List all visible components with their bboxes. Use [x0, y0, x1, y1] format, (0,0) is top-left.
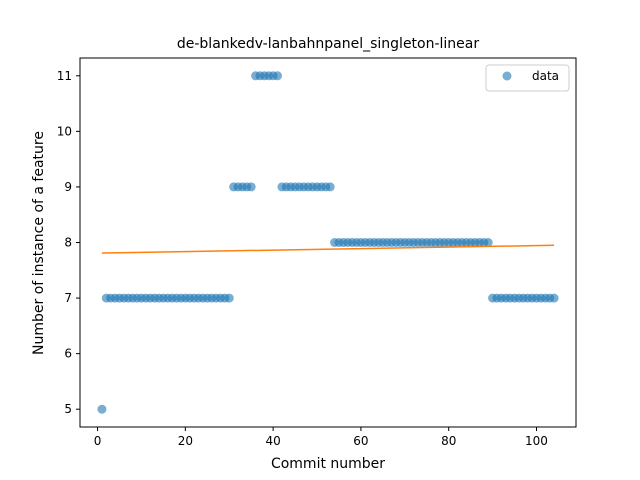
y-tick-label: 11: [57, 69, 72, 83]
data-point: [325, 182, 335, 192]
plot-area: [97, 71, 559, 414]
y-tick-label: 7: [64, 291, 72, 305]
y-tick-label: 6: [64, 347, 72, 361]
data-point: [224, 293, 234, 303]
x-tick-label: 40: [265, 434, 280, 448]
data-point: [246, 182, 256, 192]
data-point: [273, 71, 283, 81]
y-tick-label: 10: [57, 124, 72, 138]
x-tick-label: 0: [94, 434, 102, 448]
y-tick-label: 9: [64, 180, 72, 194]
data-point: [549, 293, 559, 303]
trend-line: [101, 244, 555, 254]
legend: data: [485, 64, 570, 92]
legend-label: data: [532, 69, 559, 83]
x-tick-label: 60: [353, 434, 368, 448]
y-axis-label: Number of instance of a feature: [31, 131, 47, 355]
legend-marker: [502, 71, 512, 81]
chart-title: de-blankedv-lanbahnpanel_singleton-linea…: [177, 36, 480, 52]
data-point: [483, 238, 493, 247]
x-tick-label: 80: [441, 434, 456, 448]
legend-box: [485, 64, 570, 92]
x-tick-label: 20: [178, 434, 193, 448]
y-tick-label: 8: [64, 236, 72, 250]
data-point: [97, 404, 107, 414]
y-tick-label: 5: [64, 402, 72, 416]
x-tick-label: 100: [525, 434, 548, 448]
axis-ticks: 0 20 40 60 80 100 5 6 7 8 9 10 11: [57, 69, 548, 448]
x-axis-label: Commit number: [271, 456, 385, 472]
axes-frame: [79, 57, 577, 428]
